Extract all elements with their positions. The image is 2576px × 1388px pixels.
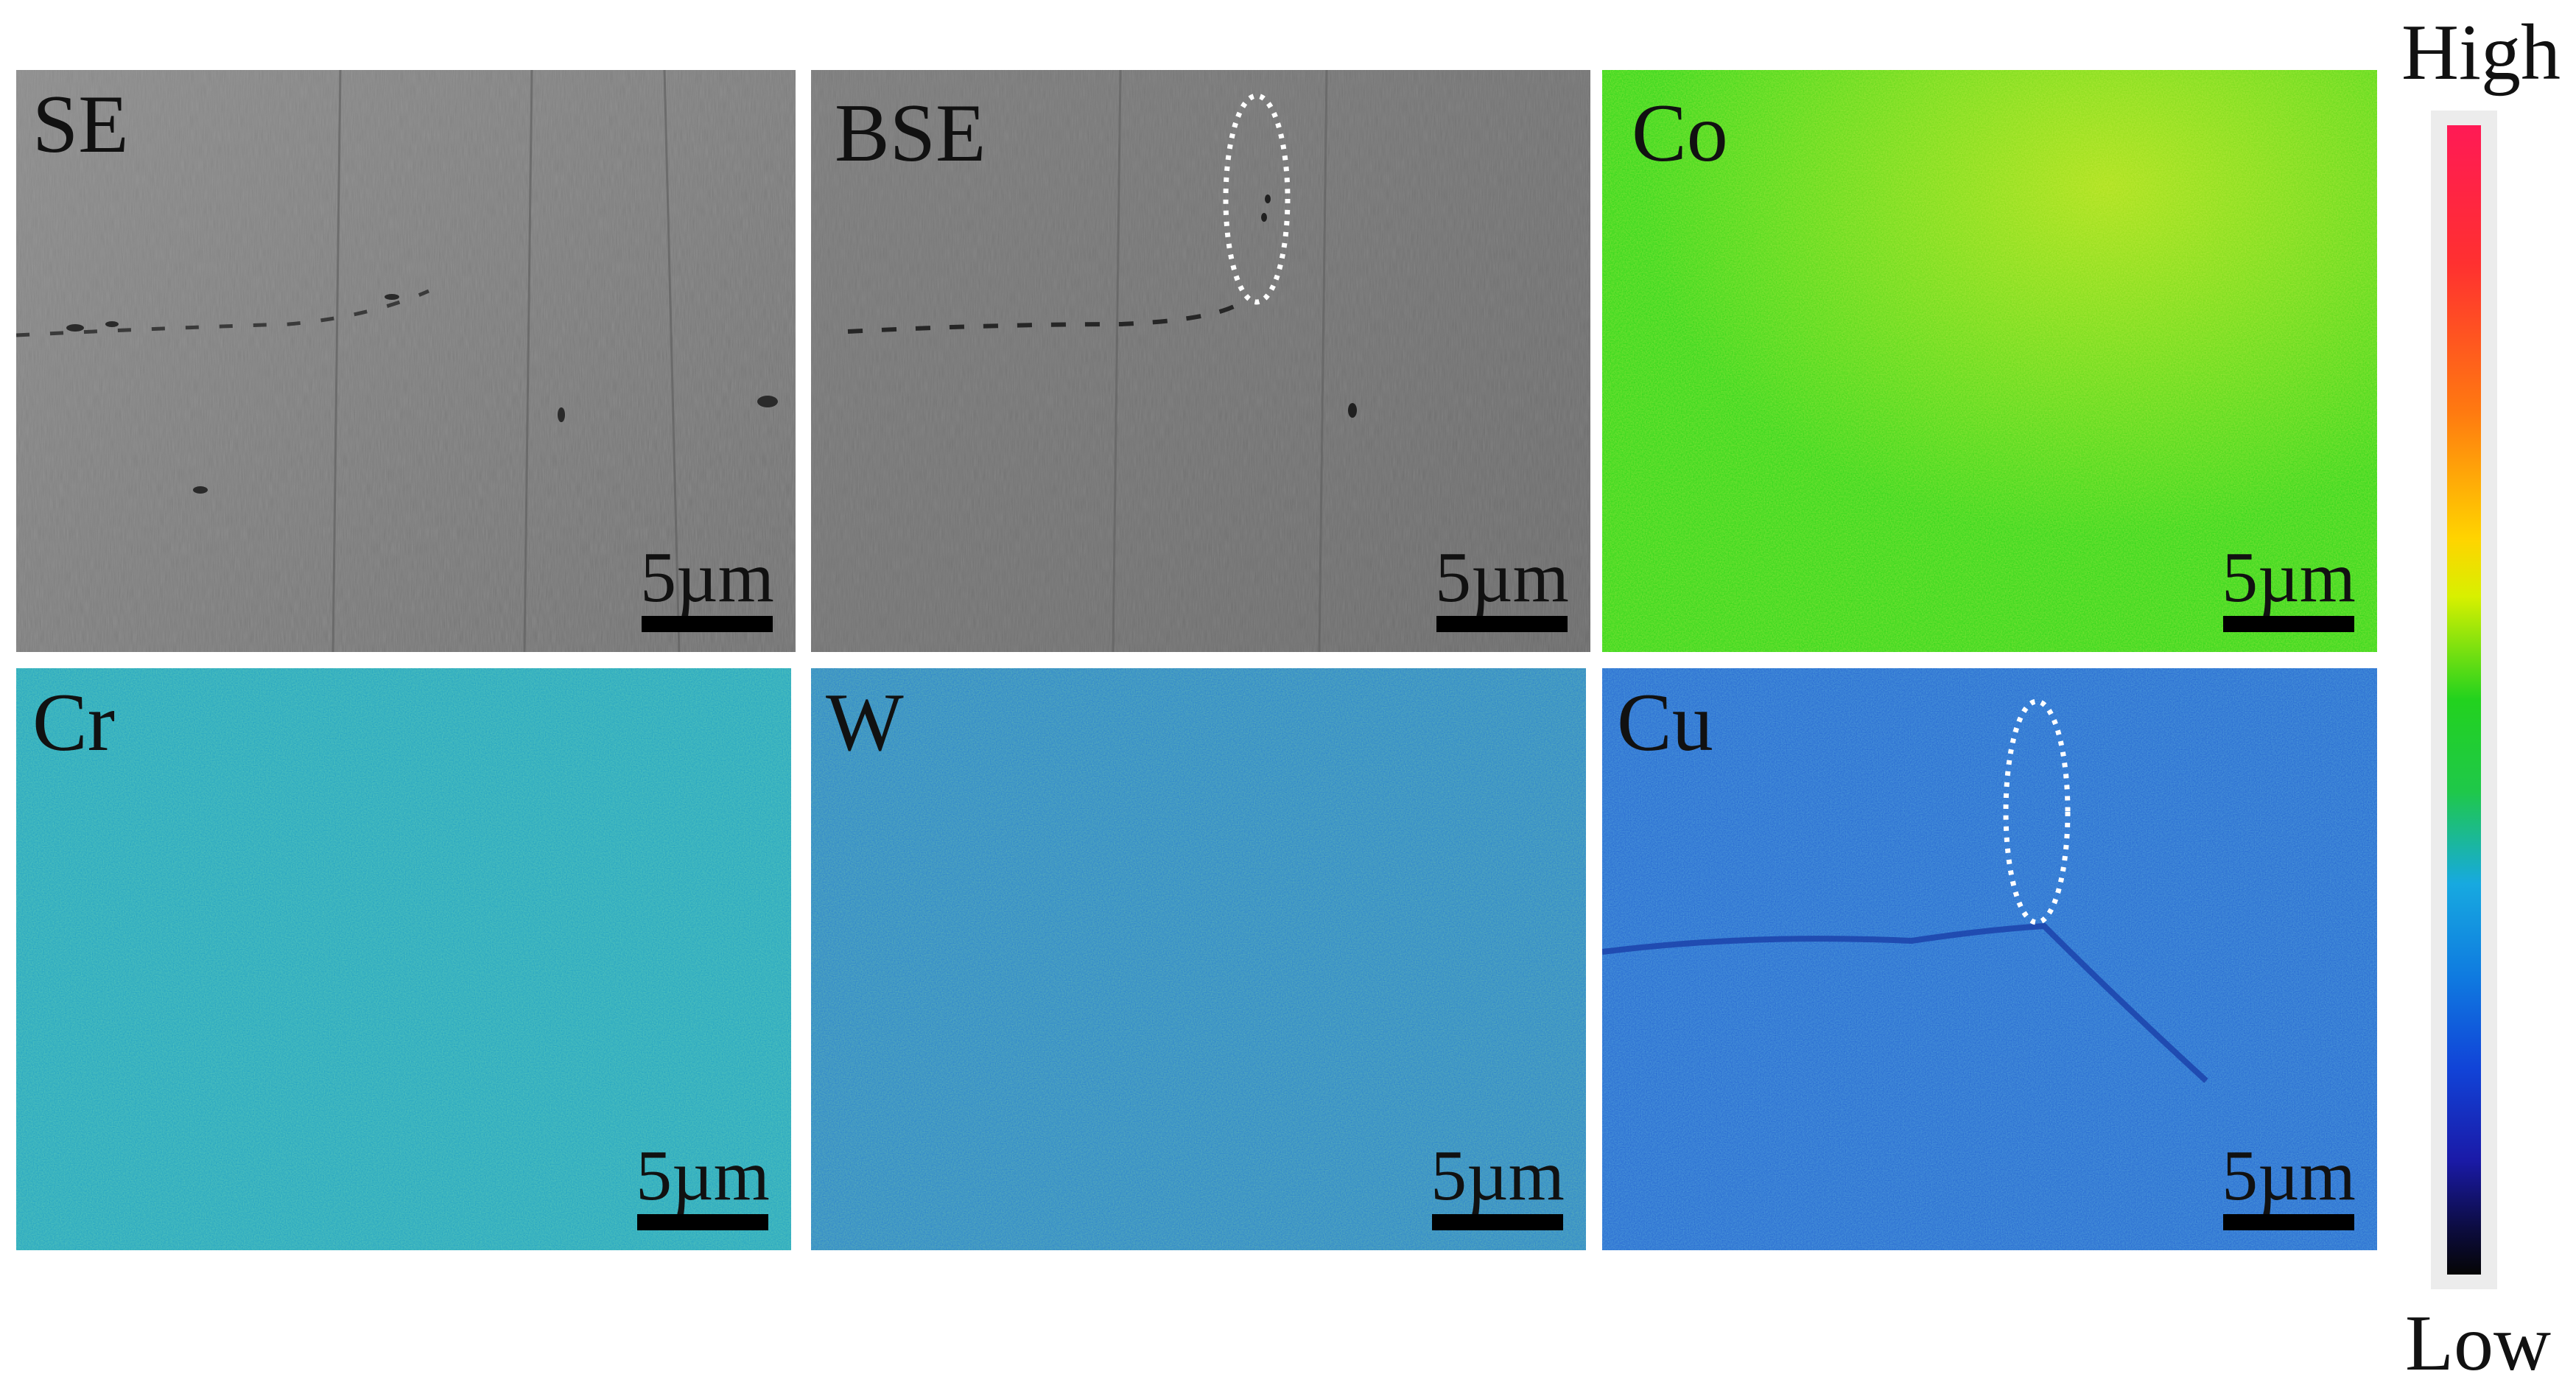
se-image-panel: SE 5µm [16, 70, 796, 652]
w-map-panel: W 5µm [811, 668, 1586, 1250]
w-elemental-map [811, 668, 1586, 1250]
colorbar-high-label: High [2401, 9, 2561, 97]
scale-bar-line [1436, 616, 1568, 632]
scale-label: 5µm [2222, 538, 2356, 617]
panel-label-co: Co [1632, 88, 1728, 179]
annotation-ellipse [2003, 698, 2071, 925]
panel-label-se: SE [32, 79, 129, 170]
scale-bar-cu: 5µm [2200, 1140, 2377, 1250]
colorbar-low-label: Low [2405, 1300, 2551, 1387]
co-elemental-map [1602, 70, 2377, 652]
se-micrograph [16, 70, 796, 652]
cr-elemental-map [16, 668, 791, 1250]
panel-label-w: W [826, 677, 904, 768]
panel-label-cr: Cr [32, 677, 115, 768]
scale-bar-line [642, 616, 773, 632]
scale-label: 5µm [2222, 1136, 2356, 1216]
scale-bar-line [637, 1214, 768, 1230]
scale-bar-se: 5µm [619, 541, 796, 652]
scale-bar-bse: 5µm [1414, 541, 1590, 652]
scale-bar-line [2223, 1214, 2354, 1230]
cr-map-panel: Cr 5µm [16, 668, 791, 1250]
scale-bar-cr: 5µm [614, 1140, 791, 1250]
scale-bar-line [2223, 616, 2354, 632]
bse-image-panel: BSE 5µm [811, 70, 1590, 652]
scale-label: 5µm [1431, 1136, 1565, 1216]
scale-label: 5µm [1435, 538, 1569, 617]
annotation-ellipse [1223, 93, 1291, 305]
scale-bar-w: 5µm [1409, 1140, 1586, 1250]
cu-map-panel: Cu 5µm [1602, 668, 2377, 1250]
scale-label: 5µm [640, 538, 774, 617]
scale-label: 5µm [636, 1136, 770, 1216]
scale-bar-line [1432, 1214, 1563, 1230]
cu-elemental-map [1602, 668, 2377, 1250]
colorbar [2431, 111, 2497, 1289]
panel-label-cu: Cu [1617, 677, 1713, 768]
colorbar-gradient [2447, 125, 2481, 1275]
panel-label-bse: BSE [835, 88, 986, 179]
co-map-panel: Co 5µm [1602, 70, 2377, 652]
bse-micrograph [811, 70, 1590, 652]
scale-bar-co: 5µm [2200, 541, 2377, 652]
